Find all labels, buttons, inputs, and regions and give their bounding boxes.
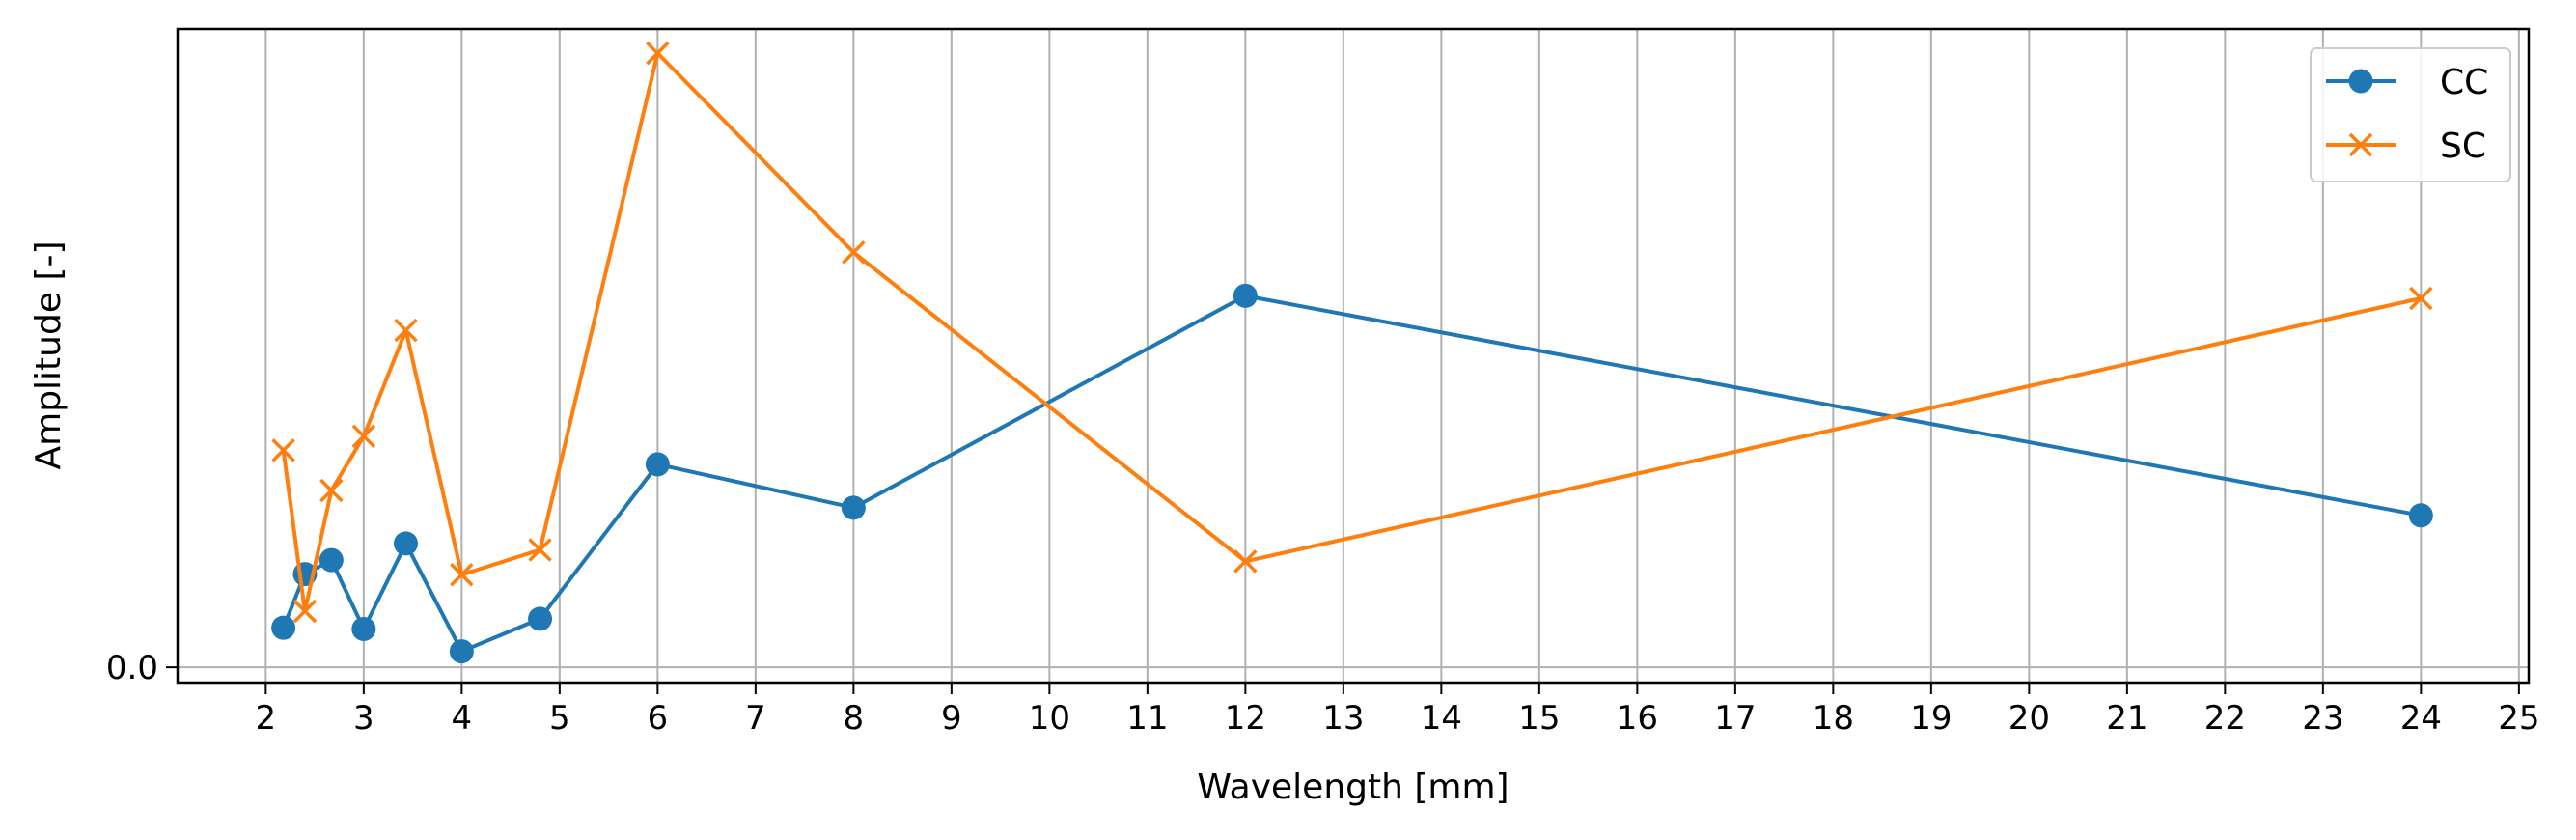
x-tick-label: 8 — [844, 699, 865, 738]
x-axis-label: Wavelength [mm] — [1197, 768, 1509, 807]
x-axis-ticks: 2 3 4 5 6 7 8 9 10 11 12 13 14 15 16 17 18 19 20 21 22 23 24 25 — [256, 683, 2539, 738]
x-tick-label: 13 — [1322, 699, 1364, 738]
x-tick-label: 14 — [1421, 699, 1462, 738]
data-point-cc — [841, 495, 866, 520]
x-tick-label: 19 — [1910, 699, 1952, 738]
series-cc — [271, 283, 2433, 664]
data-point-sc — [271, 438, 295, 462]
series-sc-line — [281, 51, 2422, 613]
x-tick-label: 9 — [941, 699, 962, 738]
data-point-cc — [449, 639, 474, 664]
legend: CC SC — [2310, 47, 2511, 182]
x-tick-label: 10 — [1029, 699, 1070, 738]
y-axis-ticks: 0.0 — [106, 649, 178, 687]
x-tick-label: 7 — [745, 699, 766, 738]
y-tick-label: 0.0 — [106, 649, 158, 687]
plot-series — [271, 41, 2433, 664]
data-point-cc — [351, 616, 376, 641]
data-point-sc — [292, 599, 318, 624]
data-point-sc — [528, 538, 552, 562]
x-tick-label: 24 — [2400, 699, 2442, 738]
data-point-cc — [271, 615, 296, 640]
plot-area-frame — [176, 27, 2531, 685]
x-tick-label: 20 — [2008, 699, 2050, 738]
data-point-sc — [450, 563, 474, 587]
legend-marker — [2348, 69, 2373, 94]
data-point-sc — [1233, 549, 1258, 574]
data-point-cc — [528, 606, 553, 631]
grid — [178, 29, 2529, 683]
y-axis-label: Amplitude [-] — [29, 240, 69, 469]
data-point-cc — [645, 452, 670, 477]
data-point-sc — [319, 478, 344, 503]
series-cc-line — [281, 294, 2422, 654]
legend-entry-cc: CC — [2326, 63, 2488, 102]
data-point-sc — [842, 240, 866, 265]
x-tick-label: 2 — [256, 699, 277, 738]
x-tick-label: 16 — [1617, 699, 1658, 738]
x-tick-label: 23 — [2302, 699, 2343, 738]
data-point-cc — [393, 531, 418, 556]
x-tick-label: 12 — [1225, 699, 1266, 738]
legend-marker — [2348, 132, 2373, 157]
data-point-sc — [646, 41, 670, 66]
x-tick-label: 22 — [2204, 699, 2246, 738]
legend-label: SC — [2440, 126, 2486, 166]
x-tick-label: 5 — [549, 699, 570, 738]
x-tick-label: 3 — [353, 699, 374, 738]
x-tick-label: 6 — [648, 699, 669, 738]
x-tick-label: 25 — [2498, 699, 2539, 738]
data-point-sc — [2409, 286, 2433, 311]
data-point-cc — [1233, 283, 1258, 308]
legend-entry-sc: SC — [2326, 126, 2486, 166]
data-point-cc — [2408, 503, 2433, 528]
x-tick-label: 21 — [2106, 699, 2147, 738]
legend-label: CC — [2440, 63, 2488, 102]
data-point-sc — [394, 318, 418, 343]
x-tick-label: 11 — [1126, 699, 1168, 738]
x-tick-label: 15 — [1518, 699, 1560, 738]
x-tick-label: 18 — [1813, 699, 1854, 738]
x-tick-label: 4 — [452, 699, 473, 738]
data-point-cc — [319, 547, 344, 573]
x-tick-label: 17 — [1714, 699, 1756, 738]
series-sc — [271, 41, 2433, 624]
data-point-sc — [351, 424, 376, 449]
